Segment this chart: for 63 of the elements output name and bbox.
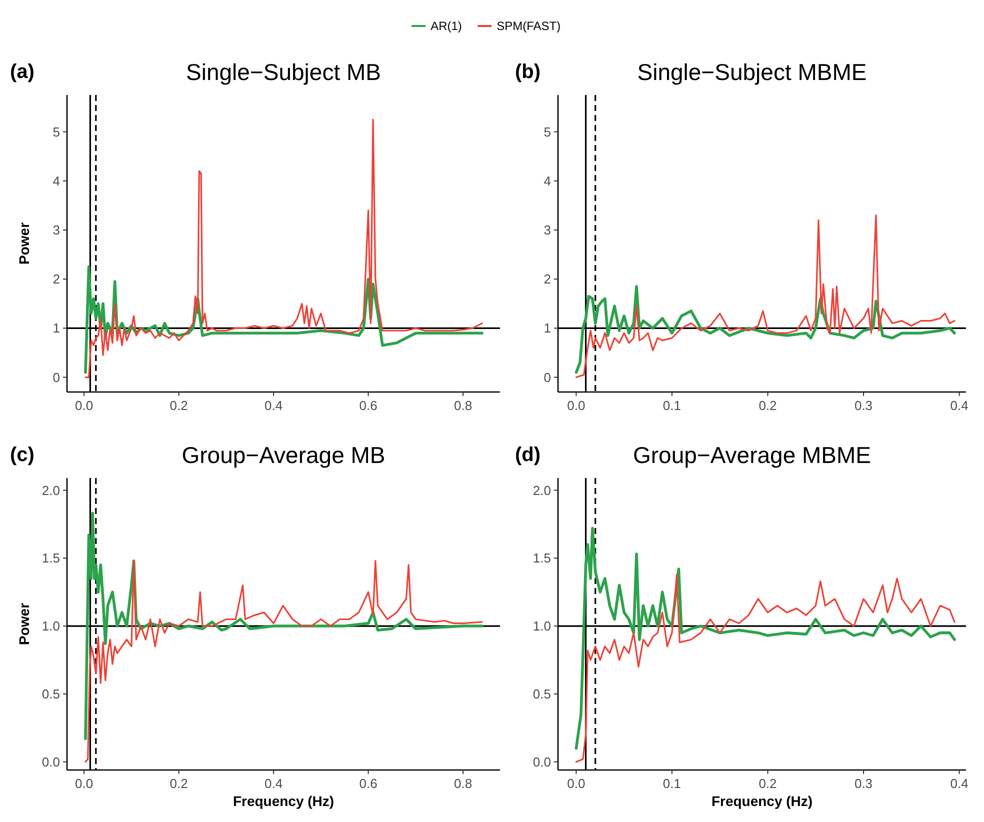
x-tick-label: 0.1 xyxy=(662,776,682,791)
text: (c) xyxy=(10,444,34,466)
x-tick-label: 0.2 xyxy=(170,398,188,413)
legend-label: SPM(FAST) xyxy=(496,19,561,34)
line-series xyxy=(84,512,484,740)
x-tick-label: 0.0 xyxy=(567,398,586,413)
y-tick-label: 1 xyxy=(544,320,551,336)
x-tick-label: 0.0 xyxy=(75,776,94,791)
line-series xyxy=(575,574,956,763)
chart-title: Group−Average MB xyxy=(182,442,386,468)
y-tick-label: 0.0 xyxy=(532,754,551,770)
y-tick-label: 5 xyxy=(52,124,60,140)
y-axis-title: Power xyxy=(16,222,32,265)
legend-label: AR(1) xyxy=(430,19,462,34)
line-series xyxy=(575,214,956,378)
x-tick-label: 0.4 xyxy=(264,398,283,413)
x-tick-label: 0.4 xyxy=(950,398,968,413)
x-tick-label: 0.4 xyxy=(950,776,968,791)
y-tick-label: 1.0 xyxy=(42,618,60,634)
x-tick-label: 0.3 xyxy=(854,776,873,791)
x-tick-label: 0.4 xyxy=(264,776,283,791)
y-tick-label: 4 xyxy=(544,173,551,188)
y-tick-label: 3 xyxy=(52,222,60,238)
text: (b) xyxy=(515,61,541,83)
x-axis-title: Frequency (Hz) xyxy=(232,793,334,809)
y-tick-label: 1.0 xyxy=(532,618,551,634)
chart-title: Single−Subject MBME xyxy=(637,59,867,85)
text: (a) xyxy=(10,61,34,83)
x-axis-title: Frequency (Hz) xyxy=(711,793,813,809)
x-tick-label: 0.3 xyxy=(854,398,873,413)
line-series xyxy=(84,118,483,378)
y-tick-label: 2.0 xyxy=(532,482,551,498)
y-tick-label: 0 xyxy=(52,370,60,385)
x-tick-label: 0.8 xyxy=(454,776,472,791)
y-axis-title: Power xyxy=(16,602,32,646)
y-tick-label: 0 xyxy=(544,370,551,385)
x-tick-label: 0.2 xyxy=(758,398,777,413)
y-tick-label: 2 xyxy=(544,272,551,287)
x-tick-label: 0.8 xyxy=(454,398,472,413)
line-series xyxy=(574,285,956,374)
y-tick-label: 0.5 xyxy=(42,686,60,702)
line-series xyxy=(574,526,956,750)
x-tick-label: 0.1 xyxy=(662,398,682,413)
chart-title: Group−Average MBME xyxy=(633,442,871,468)
y-tick-label: 0.5 xyxy=(532,686,551,702)
x-tick-label: 0.6 xyxy=(359,776,378,791)
y-tick-label: 0.0 xyxy=(42,754,60,770)
x-tick-label: 0.0 xyxy=(75,398,94,413)
chart-title: Single−Subject MB xyxy=(186,59,381,85)
x-tick-label: 0.2 xyxy=(758,776,777,791)
y-tick-label: 1 xyxy=(52,320,60,336)
y-tick-label: 5 xyxy=(544,124,551,140)
x-tick-label: 0.2 xyxy=(170,776,188,791)
line-series xyxy=(84,560,483,763)
y-tick-label: 3 xyxy=(544,222,551,238)
y-tick-label: 2 xyxy=(52,272,60,287)
y-tick-label: 2.0 xyxy=(42,482,60,498)
x-tick-label: 0.0 xyxy=(567,776,586,791)
y-tick-label: 4 xyxy=(52,173,60,188)
x-tick-label: 0.6 xyxy=(359,398,378,413)
y-tick-label: 1.5 xyxy=(42,550,60,566)
y-tick-label: 1.5 xyxy=(532,550,551,566)
text: (d) xyxy=(515,444,541,466)
